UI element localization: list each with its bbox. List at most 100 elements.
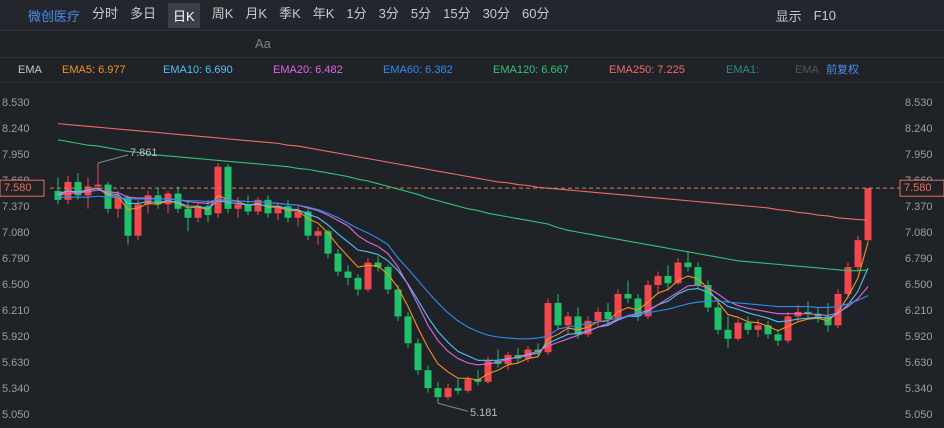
font-tool[interactable]: Aa — [255, 36, 271, 51]
candle-body — [234, 204, 242, 209]
legend-entry: EMA250: 7.225 — [609, 64, 685, 76]
y-tick-label: 5.920 — [2, 331, 30, 343]
y-tick-label: 5.340 — [2, 383, 30, 395]
candle-body — [624, 293, 632, 299]
candle-body — [294, 211, 302, 218]
candle-body — [154, 195, 162, 205]
ema-line — [57, 187, 869, 361]
period-tab[interactable]: 15分 — [443, 5, 471, 21]
period-tab[interactable]: 周K — [211, 5, 234, 21]
candle-body — [124, 197, 132, 236]
candle-body — [304, 211, 312, 236]
f10-btn[interactable]: F10 — [813, 7, 836, 23]
candle-body — [544, 302, 552, 353]
y-tick-label: 7.370 — [905, 201, 933, 213]
candle-body — [254, 199, 262, 212]
y-tick-label: 7.950 — [2, 149, 30, 161]
candle-body — [844, 267, 852, 294]
legend-extra: EMA1: — [726, 64, 759, 76]
candle-body — [174, 193, 182, 209]
period-tab[interactable]: 60分 — [522, 5, 550, 21]
candle-body — [84, 186, 92, 196]
candle-body — [284, 206, 292, 218]
y-tick-label: 8.240 — [2, 123, 30, 135]
candle-body — [654, 276, 662, 286]
candle-body — [444, 388, 452, 398]
candle-body — [374, 262, 382, 268]
price-tag — [0, 179, 45, 197]
candle-body — [784, 316, 792, 341]
stock-name[interactable]: 微创医疗 — [28, 8, 81, 24]
y-tick-label: 8.240 — [905, 123, 933, 135]
candle-body — [334, 253, 342, 272]
period-tab[interactable]: 月K — [245, 5, 268, 21]
annotation: 5.181 — [470, 407, 498, 419]
period-tab[interactable]: 3分 — [378, 5, 399, 21]
candle-body — [454, 388, 462, 391]
candle-body — [424, 370, 432, 389]
period-tab[interactable]: 年K — [312, 5, 335, 21]
ema-line — [57, 123, 869, 221]
candle-body — [354, 277, 362, 290]
period-tab[interactable]: 30分 — [482, 5, 511, 21]
candle-body — [274, 206, 282, 214]
y-tick-label: 6.210 — [905, 305, 933, 317]
candle-body — [664, 276, 672, 284]
y-tick-label: 5.920 — [905, 331, 933, 343]
y-tick-label: 6.500 — [2, 279, 30, 291]
candle-body — [364, 262, 372, 290]
indicator-name: EMA — [18, 64, 43, 76]
candle-body — [394, 289, 402, 317]
candle-body — [644, 285, 652, 317]
candle-body — [314, 231, 322, 236]
periods: 分时 多日 日K 周K 月K 季K 年K 1分 3分 5分 15分 30分 60分 — [86, 2, 556, 28]
period-tab[interactable]: 1分 — [346, 5, 367, 21]
legend-entry: EMA20: 6.482 — [273, 64, 343, 76]
adjust-label[interactable]: 前复权 — [826, 62, 859, 76]
period-tab[interactable]: 多日 — [130, 5, 157, 21]
candle-body — [764, 325, 772, 335]
period-tab[interactable]: 日K — [168, 2, 200, 28]
price-tag — [899, 179, 944, 197]
y-tick-label: 6.500 — [905, 279, 933, 291]
candle-body — [714, 307, 722, 330]
y-tick-label: 8.530 — [905, 97, 933, 109]
candle-body — [134, 204, 142, 236]
annotation-pointer — [97, 154, 129, 164]
candle-body — [804, 311, 812, 314]
price-label: 7.580 — [4, 182, 32, 194]
candle-body — [674, 262, 682, 284]
candle-body — [484, 361, 492, 382]
candle-body — [204, 206, 212, 216]
y-tick-label: 7.370 — [2, 201, 30, 213]
candle-body — [144, 195, 152, 205]
y-tick-label: 5.050 — [2, 409, 30, 421]
y-tick-label: 6.210 — [2, 305, 30, 317]
candle-body — [684, 262, 692, 268]
ema-line — [58, 195, 869, 340]
candle-body — [744, 322, 752, 330]
legend-entry: EMA10: 6.690 — [163, 64, 233, 76]
candle-body — [114, 197, 122, 209]
ema-line — [57, 189, 869, 366]
y-tick-label: 6.790 — [905, 253, 933, 265]
y-tick-label: 5.050 — [905, 409, 933, 421]
candle-body — [694, 267, 702, 286]
legend-extra: EMA — [795, 64, 820, 76]
y-tick-label: 7.080 — [2, 227, 30, 239]
candle-body — [94, 184, 102, 187]
y-tick-label: 8.530 — [2, 97, 30, 109]
price-label: 7.580 — [904, 182, 932, 194]
y-tick-label: 7.080 — [905, 227, 933, 239]
period-tab[interactable]: 季K — [279, 5, 301, 21]
candle-body — [244, 204, 252, 212]
candle-body — [864, 188, 872, 241]
period-tab[interactable]: 5分 — [410, 5, 432, 21]
candle-body — [464, 379, 472, 391]
period-tab[interactable]: 分时 — [92, 5, 119, 21]
candle-body — [434, 388, 442, 398]
y-tick-label: 5.630 — [2, 357, 30, 369]
display-btn[interactable]: 显示 — [775, 8, 802, 24]
candle-body — [194, 206, 202, 218]
